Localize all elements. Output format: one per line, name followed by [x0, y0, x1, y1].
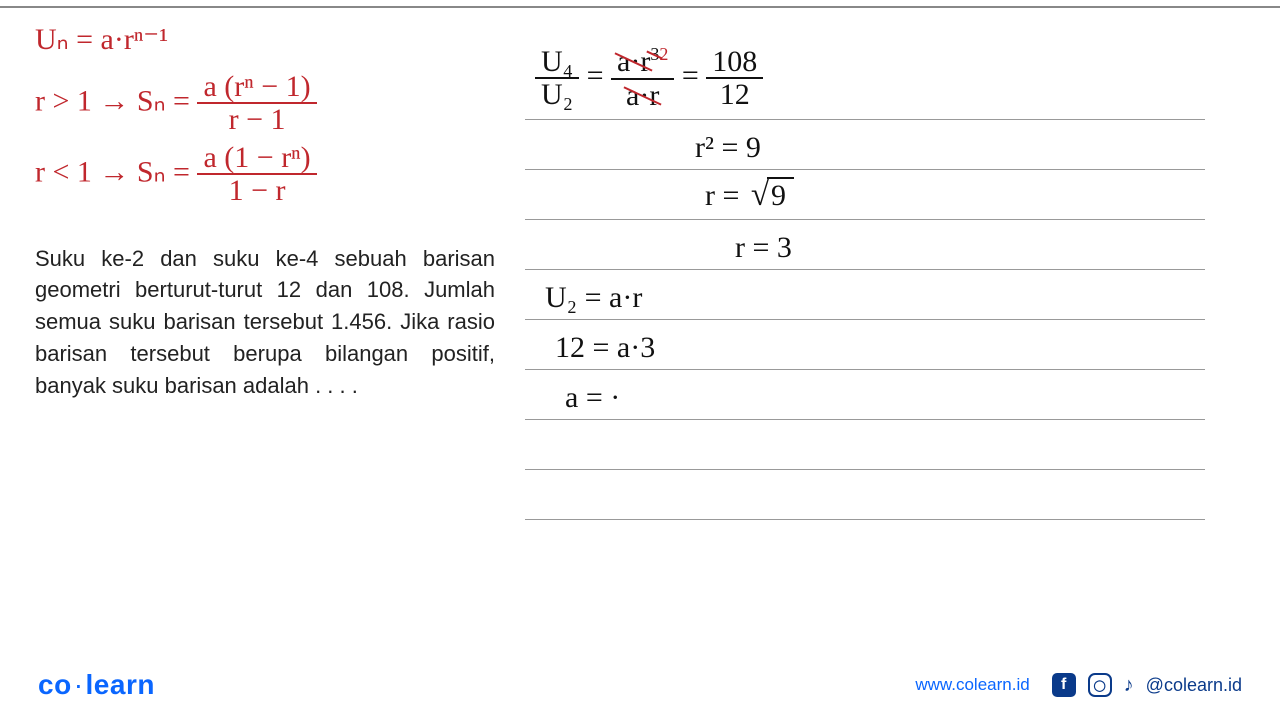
formula-sn-gt1-pre: r > 1 → Sₙ =: [35, 84, 197, 117]
frac-den: U₂: [535, 79, 579, 111]
formula-sn-lt1-pre: r < 1 → Sₙ =: [35, 155, 197, 188]
work-line-2: r² = 9: [525, 120, 1205, 170]
step-ratio: U₄ U₂ = a·r32 a·r = 108 12: [535, 45, 763, 111]
left-column: Uₙ = a·rⁿ⁻¹ r > 1 → Sₙ = a (rⁿ − 1) r − …: [35, 20, 495, 402]
step-a-equals: a = ·: [565, 378, 620, 417]
frac-u4-u2: U₄ U₂: [535, 46, 579, 111]
work-line-8: [525, 420, 1205, 470]
formula-un: Uₙ = a·rⁿ⁻¹: [35, 20, 495, 61]
formula-sn-lt1: r < 1 → Sₙ = a (1 − rⁿ) 1 − r: [35, 142, 495, 207]
frac-den: 12: [706, 79, 763, 111]
step-u2-ar: U₂ = a·r: [545, 278, 642, 317]
problem-text: Suku ke-2 dan suku ke-4 sebuah barisan g…: [35, 243, 495, 402]
tiktok-icon: ♪: [1124, 674, 1134, 697]
frac-num: a·r32: [611, 45, 674, 80]
step-r-3: r = 3: [735, 228, 792, 267]
work-line-4: r = 3: [525, 220, 1205, 270]
brand-logo: co·learn: [38, 669, 155, 701]
frac-den: 1 − r: [197, 175, 316, 207]
cancel-a: a·r: [617, 46, 650, 78]
instagram-icon: ◯: [1088, 673, 1112, 697]
step-12-a3: 12 = a·3: [555, 328, 655, 367]
step-r-sqrt9: r = 9: [705, 174, 794, 217]
frac-den: r − 1: [197, 104, 316, 136]
formula-sn-gt1-frac: a (rⁿ − 1) r − 1: [197, 71, 316, 136]
right-column: U₄ U₂ = a·r32 a·r = 108 12: [525, 20, 1205, 570]
logo-sep: ·: [74, 669, 84, 700]
content-area: Uₙ = a·rⁿ⁻¹ r > 1 → Sₙ = a (rⁿ − 1) r − …: [35, 20, 1245, 650]
work-line-3: r = 9: [525, 170, 1205, 220]
frac-ar: a·r32 a·r: [611, 45, 674, 111]
equals: =: [682, 59, 706, 92]
step-r2-9: r² = 9: [695, 128, 761, 167]
top-divider: [0, 0, 1280, 8]
cancel-exp-3: 3: [650, 45, 659, 64]
logo-part-a: co: [38, 669, 72, 700]
footer-url: www.colearn.id: [915, 675, 1029, 695]
logo-part-b: learn: [86, 669, 155, 700]
frac-108-12: 108 12: [706, 46, 763, 111]
sqrt-9: 9: [747, 174, 794, 217]
equals: =: [587, 59, 611, 92]
new-exp-2: 2: [659, 44, 668, 64]
social-handle: @colearn.id: [1146, 675, 1242, 696]
work-line-10: [525, 520, 1205, 570]
work-line-5: U₂ = a·r: [525, 270, 1205, 320]
frac-num: a (rⁿ − 1): [197, 71, 316, 105]
r-equals: r =: [705, 179, 739, 212]
frac-num: U₄: [535, 46, 579, 80]
cancel-ar-den: a·r: [626, 80, 659, 112]
work-line-6: 12 = a·3: [525, 320, 1205, 370]
footer-right: www.colearn.id f ◯ ♪ @colearn.id: [915, 673, 1242, 697]
frac-den: a·r: [611, 80, 674, 112]
formula-sn-lt1-frac: a (1 − rⁿ) 1 − r: [197, 142, 316, 207]
work-line-9: [525, 470, 1205, 520]
frac-num: a (1 − rⁿ): [197, 142, 316, 176]
footer: co·learn www.colearn.id f ◯ ♪ @colearn.i…: [0, 660, 1280, 720]
formula-sn-gt1: r > 1 → Sₙ = a (rⁿ − 1) r − 1: [35, 71, 495, 136]
facebook-icon: f: [1052, 673, 1076, 697]
work-line-7: a = ·: [525, 370, 1205, 420]
frac-num: 108: [706, 46, 763, 80]
work-line-1: U₄ U₂ = a·r32 a·r = 108 12: [525, 20, 1205, 120]
